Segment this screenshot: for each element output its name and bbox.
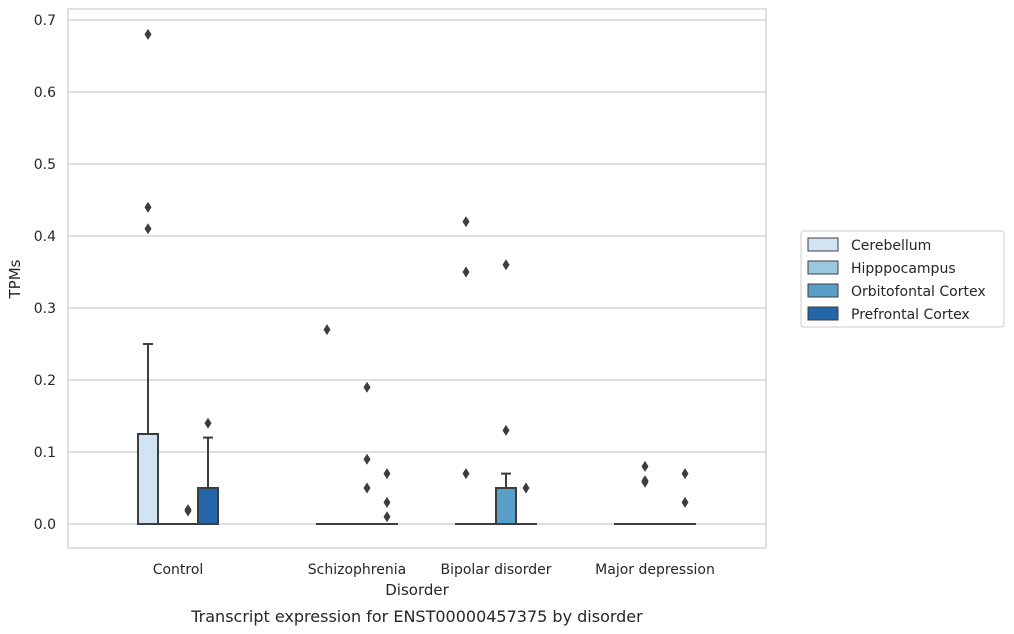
outlier-point <box>363 482 371 494</box>
outlier-point <box>184 505 192 517</box>
outlier-point <box>462 216 470 228</box>
outlier-point <box>462 266 470 278</box>
outlier-point <box>323 324 331 336</box>
outlier-point <box>681 468 689 480</box>
gridlines <box>68 19 766 525</box>
y-tick-label: 0.5 <box>34 157 56 173</box>
outlier-point <box>502 259 510 271</box>
legend-entry: Orbitofontal Cortex <box>851 284 986 300</box>
x-tick-label: Bipolar disorder <box>440 562 551 578</box>
legend-swatch <box>807 237 839 252</box>
y-tick-label: 0.6 <box>34 85 56 101</box>
y-tick-label: 0.0 <box>34 517 56 533</box>
box <box>197 487 219 525</box>
y-tick-label: 0.1 <box>34 445 56 461</box>
y-tick-label: 0.4 <box>34 229 56 245</box>
plot-area <box>68 9 766 548</box>
x-tick-label: Schizophrenia <box>308 562 406 578</box>
legend-swatch <box>807 260 839 275</box>
y-tick-label: 0.3 <box>34 301 56 317</box>
legend-entry: Hipppocampus <box>851 261 956 277</box>
outlier-point <box>383 496 391 508</box>
outlier-point <box>641 476 649 488</box>
box-series <box>137 28 696 526</box>
outlier-point <box>462 468 470 480</box>
outlier-point <box>144 201 152 213</box>
outlier-point <box>204 417 212 429</box>
chart-caption: Transcript expression for ENST0000045737… <box>190 607 643 626</box>
outlier-point <box>522 482 530 494</box>
outlier-point <box>641 460 649 472</box>
outlier-point <box>383 511 391 523</box>
legend-entry: Prefrontal Cortex <box>851 307 970 323</box>
outlier-point <box>383 468 391 480</box>
y-axis-label: TPMs <box>6 259 24 299</box>
outlier-point <box>363 381 371 393</box>
legend: Cerebellum Hipppocampus Orbitofontal Corte… <box>800 230 1005 328</box>
box <box>495 487 517 525</box>
plot-frame <box>67 8 767 549</box>
outlier-point <box>363 453 371 465</box>
y-tick-labels: 0.0 0.1 0.2 0.3 0.4 0.5 0.6 0.7 <box>34 13 56 533</box>
outlier-point <box>144 28 152 40</box>
x-tick-label: Control <box>153 562 204 578</box>
x-tick-label: Major depression <box>595 562 715 578</box>
box <box>137 433 159 525</box>
outlier-point <box>144 223 152 235</box>
x-axis-label: Disorder <box>385 581 449 599</box>
y-tick-label: 0.2 <box>34 373 56 389</box>
outlier-point <box>681 496 689 508</box>
x-tick-labels: Control Schizophrenia Bipolar disorder Majo… <box>153 562 715 578</box>
legend-swatch <box>807 283 839 298</box>
legend-entry: Cerebellum <box>851 238 931 254</box>
outlier-point <box>502 424 510 436</box>
legend-swatch <box>807 306 839 321</box>
legend-frame <box>800 230 1005 328</box>
y-tick-label: 0.7 <box>34 13 56 29</box>
